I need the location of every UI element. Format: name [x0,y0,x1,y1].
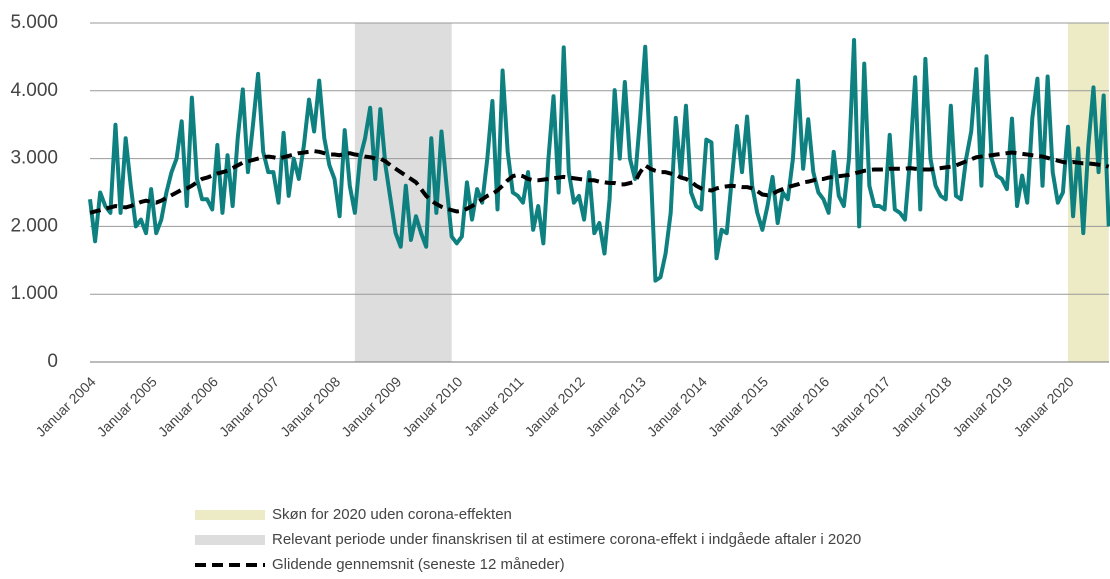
x-tick-label: Januar 2011 [461,373,527,439]
legend-swatch [195,510,265,520]
x-tick-label: Januar 2005 [94,373,161,440]
y-tick-label: 2.000 [10,215,58,236]
y-tick-label: 0 [47,351,58,372]
legend-swatch [195,535,265,545]
legend-label: Relevant periode under finanskrisen til … [272,531,861,548]
y-tick-label: 4.000 [10,80,58,101]
x-tick-label: Januar 2013 [583,373,650,440]
y-tick-label: 5.000 [10,12,58,33]
x-tick-label: Januar 2004 [32,373,99,440]
x-tick-label: Januar 2016 [766,373,833,440]
x-tick-label: Januar 2008 [277,373,344,440]
x-tick-label: Januar 2007 [216,373,283,440]
legend-label: Skøn for 2020 uden corona-effekten [272,506,512,523]
x-tick-label: Januar 2010 [399,373,466,440]
x-tick-label: Januar 2009 [338,373,405,440]
x-tick-label: Januar 2019 [949,373,1016,440]
y-tick-label: 1.000 [10,283,58,304]
x-tick-label: Januar 2018 [888,373,955,440]
x-tick-label: Januar 2015 [705,373,772,440]
legend-label: Glidende gennemsnit (seneste 12 måneder) [272,556,565,573]
x-tick-label: Januar 2012 [521,373,588,440]
x-tick-label: Januar 2014 [644,373,711,440]
y-tick-label: 3.000 [10,148,58,169]
x-tick-label: Januar 2006 [155,373,222,440]
x-tick-label: Januar 2020 [1010,373,1077,440]
series-line [88,37,1110,283]
x-tick-label: Januar 2017 [827,373,894,440]
